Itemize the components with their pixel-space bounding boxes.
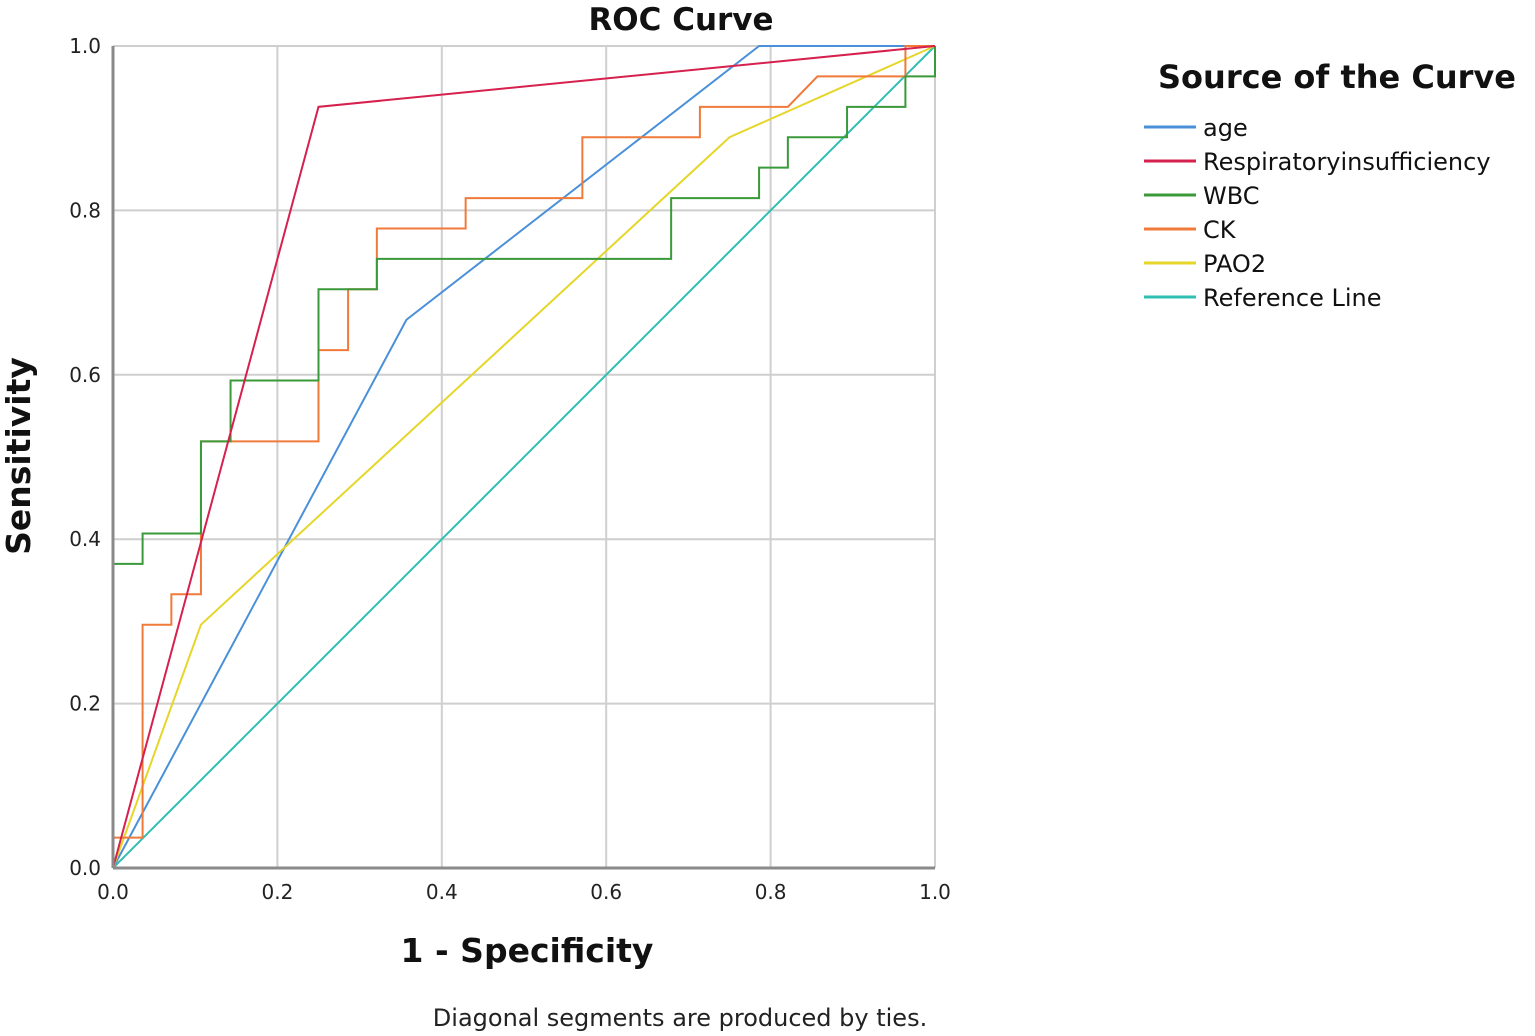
legend-label-ck: CK xyxy=(1203,216,1237,244)
series-line-reference-line xyxy=(112,45,936,869)
y-tick-label: 0.6 xyxy=(69,363,101,387)
y-tick-label: 0.4 xyxy=(69,527,101,551)
x-tick-label: 0.6 xyxy=(590,880,622,904)
x-tick-labels: 0.0 0.2 0.4 0.6 0.8 1.0 xyxy=(97,880,951,904)
x-tick-label: 0.8 xyxy=(755,880,787,904)
y-tick-labels: 0.0 0.2 0.4 0.6 0.8 1.0 xyxy=(69,34,101,880)
footnote: Diagonal segments are produced by ties. xyxy=(433,1004,927,1032)
legend-label-reference-line: Reference Line xyxy=(1203,284,1382,312)
legend-label-respiratoryinsufficiency: Respiratoryinsufficiency xyxy=(1203,148,1491,176)
legend-label-age: age xyxy=(1203,114,1248,142)
legend: age Respiratoryinsufficiency WBC CK PAO2 Refe… xyxy=(1144,114,1491,312)
chart-title: ROC Curve xyxy=(588,2,773,38)
y-tick-label: 1.0 xyxy=(69,34,101,58)
x-tick-label: 1.0 xyxy=(919,880,951,904)
x-tick-label: 0.2 xyxy=(261,880,293,904)
legend-label-pao2: PAO2 xyxy=(1203,250,1266,278)
y-axis-label: Sensitivity xyxy=(0,357,38,555)
series-line-respiratoryinsufficiency xyxy=(112,45,936,869)
axes xyxy=(111,46,935,870)
y-tick-label: 0.0 xyxy=(69,856,101,880)
legend-label-wbc: WBC xyxy=(1203,182,1260,210)
x-tick-label: 0.4 xyxy=(426,880,458,904)
y-tick-label: 0.2 xyxy=(69,692,101,716)
series-line-wbc xyxy=(112,46,936,868)
grid xyxy=(112,45,936,869)
series-layer xyxy=(112,45,936,869)
legend-title: Source of the Curve xyxy=(1158,58,1516,96)
series-line-pao2 xyxy=(112,45,936,869)
x-tick-label: 0.0 xyxy=(97,880,129,904)
x-axis-label: 1 - Specificity xyxy=(401,931,654,970)
y-tick-label: 0.8 xyxy=(69,198,101,222)
